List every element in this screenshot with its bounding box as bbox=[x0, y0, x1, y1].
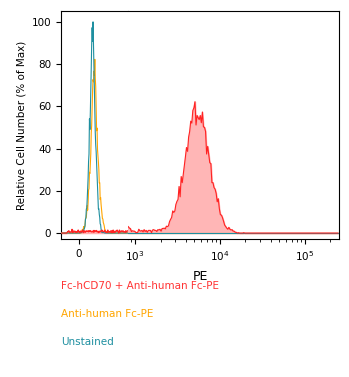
Text: Fc-hCD70 + Anti-human Fc-PE: Fc-hCD70 + Anti-human Fc-PE bbox=[61, 281, 219, 291]
Y-axis label: Relative Cell Number (% of Max): Relative Cell Number (% of Max) bbox=[16, 41, 26, 210]
Text: PE: PE bbox=[193, 270, 208, 282]
Text: Unstained: Unstained bbox=[61, 337, 114, 348]
Text: Anti-human Fc-PE: Anti-human Fc-PE bbox=[61, 309, 154, 319]
